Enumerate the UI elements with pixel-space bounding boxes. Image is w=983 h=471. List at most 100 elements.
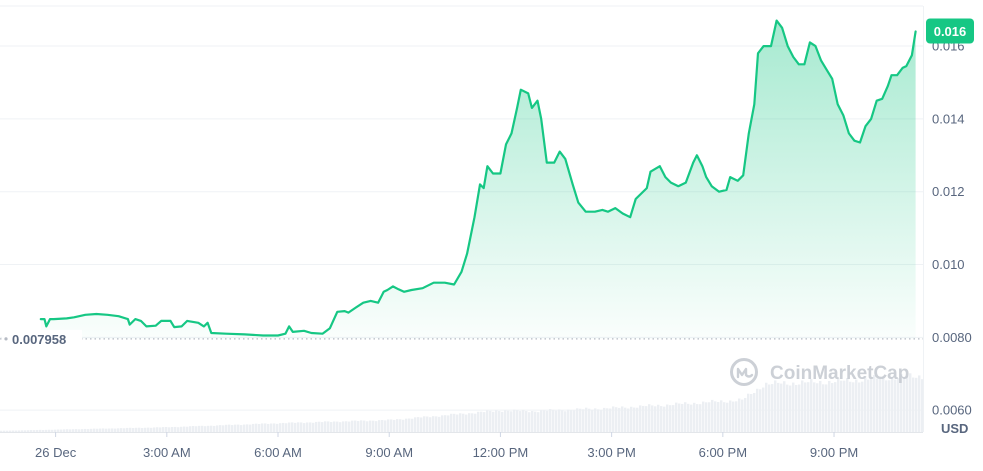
x-tick-label: 12:00 PM: [473, 445, 529, 460]
volume-bar: [69, 429, 72, 432]
volume-bar: [45, 429, 48, 432]
volume-bar: [201, 425, 204, 432]
volume-bar: [429, 417, 432, 432]
volume-bar: [63, 429, 66, 432]
volume-bar: [399, 419, 402, 432]
volume-bar: [834, 382, 837, 432]
volume-bar: [90, 428, 93, 432]
volume-bar: [561, 410, 564, 432]
volume-bar: [294, 422, 297, 432]
volume-bar: [807, 382, 810, 432]
y-tick-label: 0.0060: [932, 403, 972, 418]
volume-bar: [51, 429, 54, 432]
volume-bar: [171, 427, 174, 432]
volume-bar: [567, 409, 570, 432]
volume-bar: [762, 387, 765, 432]
volume-bar: [306, 422, 309, 432]
volume-bar: [450, 413, 453, 432]
currency-label: USD: [941, 421, 968, 436]
volume-bar: [309, 422, 312, 432]
x-tick-label: 9:00 AM: [365, 445, 413, 460]
volume-bar: [729, 400, 732, 432]
volume-bar: [906, 376, 909, 432]
volume-bar: [456, 414, 459, 432]
volume-bar: [780, 383, 783, 432]
volume-bar: [288, 422, 291, 432]
volume-bar: [504, 410, 507, 432]
volume-bar: [390, 419, 393, 432]
volume-bar: [825, 384, 828, 432]
volume-bar: [237, 424, 240, 432]
volume-bar: [30, 430, 33, 432]
volume-bar: [549, 409, 552, 432]
volume-bar: [108, 428, 111, 432]
volume-bar: [777, 382, 780, 432]
volume-bar: [555, 410, 558, 432]
volume-bar: [600, 409, 603, 432]
volume-bar: [441, 415, 444, 432]
volume-bar: [159, 427, 162, 432]
volume-bar: [36, 429, 39, 432]
volume-bar: [660, 406, 663, 432]
volume-bar: [591, 409, 594, 432]
volume-bar: [474, 413, 477, 432]
volume-bar: [438, 416, 441, 432]
volume-bar: [645, 406, 648, 432]
reference-dot: [4, 337, 8, 341]
volume-bar: [357, 421, 360, 432]
reference-line-layer: 0.007958: [0, 329, 923, 348]
volume-bar: [153, 427, 156, 432]
y-tick-label: 0.0080: [932, 330, 972, 345]
volume-bar: [6, 430, 9, 432]
volume-bar: [144, 427, 147, 432]
y-tick-label: 0.012: [932, 184, 965, 199]
volume-bar: [882, 376, 885, 432]
volume-bar: [207, 425, 210, 432]
volume-bar: [486, 410, 489, 432]
volume-bar: [513, 409, 516, 432]
volume-bar: [255, 423, 258, 432]
volume-bar: [186, 426, 189, 432]
volume-bar: [87, 429, 90, 432]
volume-bar: [732, 401, 735, 432]
volume-bar: [771, 384, 774, 432]
volume-bar: [879, 378, 882, 432]
volume-bar: [489, 410, 492, 432]
volume-bar: [909, 373, 912, 432]
volume-bar: [522, 409, 525, 432]
volume-bar: [369, 420, 372, 432]
x-tick-label: 6:00 AM: [254, 445, 302, 460]
last-price-badge-text: 0.016: [934, 24, 967, 39]
volume-bar: [393, 419, 396, 432]
volume-bar: [375, 421, 378, 432]
volume-bar: [483, 412, 486, 432]
volume-bar: [849, 381, 852, 432]
volume-bar: [162, 427, 165, 432]
volume-bar: [852, 382, 855, 432]
volume-bar: [654, 406, 657, 432]
volume-bar: [723, 402, 726, 432]
volume-bar: [861, 381, 864, 432]
volume-bar: [354, 420, 357, 432]
volume-bar: [72, 429, 75, 432]
volume-bar: [24, 430, 27, 432]
volume-bar: [786, 384, 789, 432]
volume-bar: [864, 377, 867, 432]
price-line: [39, 19, 917, 337]
volume-bar: [609, 408, 612, 432]
volume-bar: [189, 426, 192, 432]
volume-bar: [117, 428, 120, 432]
volume-bar: [327, 421, 330, 432]
volume-bar: [18, 430, 21, 432]
volume-bar: [270, 423, 273, 432]
volume-bar: [78, 429, 81, 432]
volume-bar: [726, 402, 729, 432]
volume-bar: [519, 411, 522, 432]
reference-label: 0.007958: [12, 332, 66, 347]
volume-bar: [387, 419, 390, 432]
volume-bar: [618, 407, 621, 432]
volume-bar: [534, 411, 537, 432]
volume-bar: [465, 414, 468, 432]
